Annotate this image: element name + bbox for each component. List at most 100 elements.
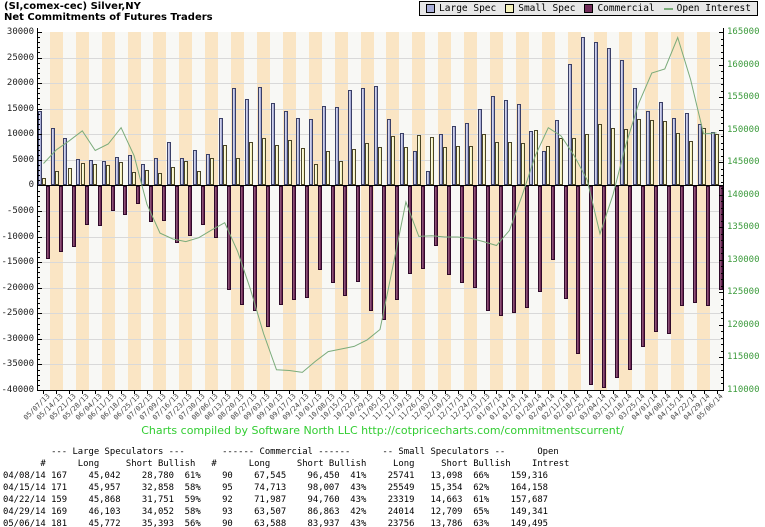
x-tick (392, 391, 394, 394)
bar-commercial (628, 186, 633, 370)
bar-small-spec (261, 138, 266, 186)
y-tick-right (719, 64, 723, 66)
y-axis-label-left: -35000 (1, 359, 34, 370)
bar-small-spec (404, 147, 409, 186)
bar-commercial (71, 186, 76, 247)
y-tick-right (721, 214, 723, 216)
bar-large-spec (412, 151, 417, 186)
bar-small-spec (637, 119, 642, 186)
x-tick (147, 391, 149, 394)
bar-commercial (692, 186, 697, 303)
y-tick-left (38, 374, 40, 376)
bar-small-spec (248, 142, 253, 186)
y-tick-left (38, 328, 40, 330)
y-tick-left (38, 369, 40, 371)
y-tick-left (38, 236, 42, 238)
x-tick (677, 391, 679, 394)
bar-small-spec (93, 164, 98, 186)
y-tick-right (719, 227, 723, 229)
x-tick (237, 391, 239, 394)
gridline (37, 338, 723, 340)
bar-small-spec (352, 149, 357, 186)
bar-large-spec (438, 133, 443, 186)
y-tick-right (721, 370, 723, 372)
y-tick-left (38, 134, 42, 136)
y-axis-label-left: -10000 (1, 231, 34, 242)
y-tick-left (38, 170, 40, 172)
x-tick (95, 391, 97, 394)
bar-commercial (667, 186, 672, 335)
y-tick-left (38, 384, 40, 386)
bar-commercial (239, 186, 244, 305)
x-tick (315, 391, 317, 394)
x-tick (341, 391, 343, 394)
y-tick-right (721, 181, 723, 183)
bar-commercial (227, 186, 231, 290)
bar-large-spec (516, 104, 521, 186)
y-tick-left (38, 333, 40, 335)
bar-small-spec (235, 158, 240, 186)
y-tick-left (38, 124, 40, 126)
bar-small-spec (533, 130, 538, 186)
y-tick-left (38, 108, 42, 110)
y-tick-left (38, 164, 40, 166)
legend-swatch-large-spec (426, 4, 436, 13)
bar-small-spec (507, 142, 512, 186)
y-tick-right (721, 207, 723, 209)
bar-commercial (589, 186, 594, 386)
y-tick-right (721, 298, 723, 300)
y-tick-right (721, 285, 723, 287)
x-tick (328, 391, 330, 394)
y-tick-left (38, 282, 40, 284)
x-tick (134, 391, 136, 394)
bar-commercial (524, 186, 529, 309)
x-tick (703, 391, 705, 394)
y-tick-right (721, 266, 723, 268)
y-tick-left (38, 62, 40, 64)
y-axis-label-right: 150000 (727, 124, 760, 135)
bar-large-spec (490, 95, 495, 186)
bar-small-spec (378, 146, 383, 186)
y-tick-left (38, 42, 40, 44)
y-tick-left (38, 113, 40, 115)
bar-commercial (459, 186, 464, 284)
bar-commercial (485, 186, 490, 312)
bar-large-spec (361, 88, 366, 186)
bar-small-spec (430, 136, 434, 186)
x-axis (37, 390, 724, 391)
bar-small-spec (675, 133, 680, 186)
y-tick-left (38, 83, 42, 85)
y-tick-right (721, 279, 723, 281)
bar-commercial (343, 186, 348, 297)
bar-large-spec (684, 113, 689, 186)
legend-item: Large Spec (426, 3, 496, 14)
x-tick (380, 391, 381, 394)
bar-commercial (550, 186, 555, 260)
bar-small-spec (222, 144, 227, 186)
bar-large-spec (309, 118, 314, 186)
y-axis-label-left: -25000 (1, 308, 34, 319)
y-tick-right (721, 103, 723, 105)
x-tick (367, 391, 369, 394)
y-tick-left (38, 32, 42, 33)
bar-commercial (356, 186, 361, 282)
x-tick (600, 391, 602, 394)
y-axis-label-right: 135000 (727, 222, 760, 233)
gridline (37, 57, 723, 59)
bar-commercial (705, 186, 710, 306)
bar-large-spec (257, 86, 262, 186)
bar-large-spec (270, 102, 275, 186)
x-tick (509, 391, 511, 394)
y-axis-label-right: 145000 (727, 157, 760, 168)
bar-commercial (58, 186, 63, 253)
legend-swatch-open-interest (663, 7, 673, 10)
y-tick-right (719, 194, 723, 196)
x-tick (548, 391, 550, 394)
bar-commercial (330, 186, 335, 284)
y-tick-left (38, 103, 40, 105)
y-tick-right (721, 175, 723, 177)
y-tick-right (721, 201, 723, 203)
credit-line: Charts compiled by Software North LLC ht… (141, 424, 624, 437)
bar-commercial (317, 186, 322, 270)
gridline (37, 262, 723, 264)
